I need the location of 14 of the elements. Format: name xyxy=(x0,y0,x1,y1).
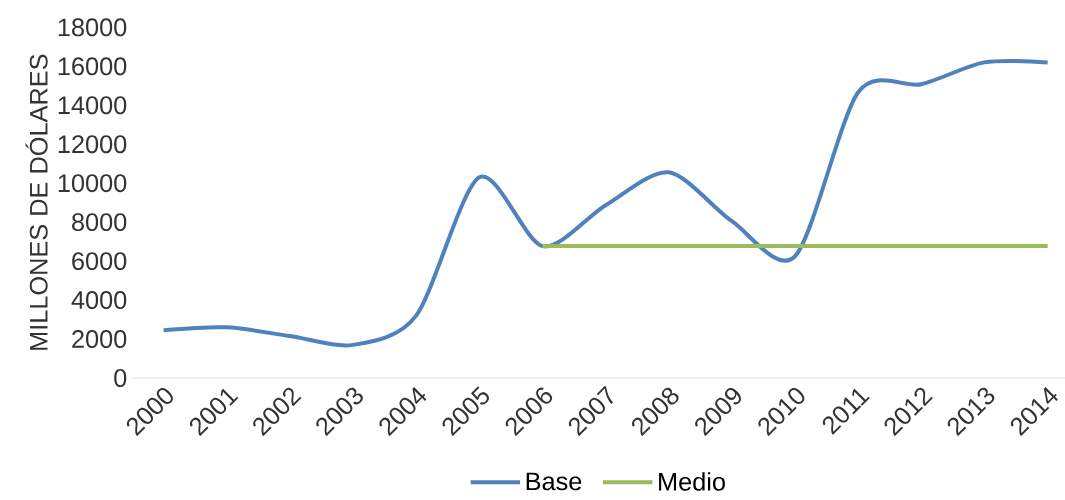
y-tick-label: 10000 xyxy=(58,174,127,193)
legend-label: Medio xyxy=(659,472,725,491)
legend-label: Base xyxy=(526,472,582,491)
y-axis-title: MILLONES DE DÓLARES xyxy=(25,54,48,350)
y-tick-label: 0 xyxy=(114,369,127,387)
y-tick-label: 14000 xyxy=(58,96,127,115)
y-tick-label: 2000 xyxy=(72,330,127,348)
y-tick-label: 12000 xyxy=(58,135,127,154)
line-series xyxy=(161,59,1050,348)
y-tick-label: 18000 xyxy=(58,18,127,37)
y-tick-label: 6000 xyxy=(72,252,127,271)
y-tick-label: 8000 xyxy=(72,213,127,232)
y-tick-label: 16000 xyxy=(58,57,127,76)
y-tick-label: 4000 xyxy=(71,291,127,310)
